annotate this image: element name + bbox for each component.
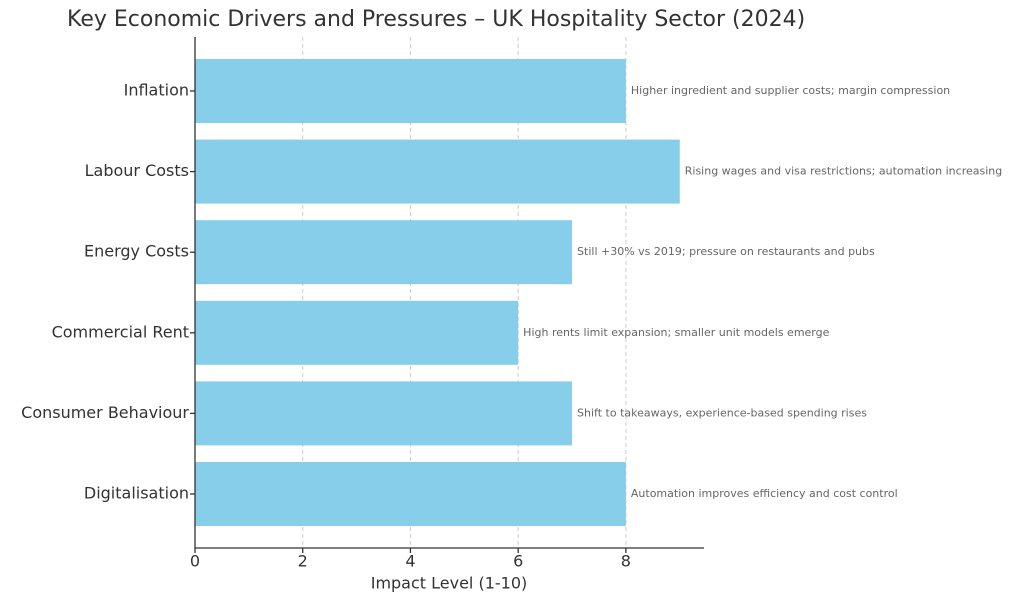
- x-axis-label: Impact Level (1-10): [371, 574, 528, 593]
- y-tick-label: Digitalisation: [84, 484, 189, 503]
- x-tick-label: 2: [298, 552, 308, 571]
- bar: [195, 300, 519, 365]
- bar: [195, 462, 626, 526]
- x-tick-label: 0: [190, 552, 200, 571]
- annotation: Automation improves efficiency and cost …: [631, 487, 898, 500]
- x-tick-label: 4: [405, 552, 415, 571]
- y-tick-label: Energy Costs: [84, 242, 189, 261]
- annotation: Rising wages and visa restrictions; auto…: [685, 165, 1003, 178]
- y-tick-label: Labour Costs: [85, 161, 189, 180]
- annotation: Still +30% vs 2019; pressure on restaura…: [577, 245, 875, 258]
- y-tick-label: Inflation: [124, 81, 189, 100]
- x-tick-label: 6: [513, 552, 523, 571]
- annotation: High rents limit expansion; smaller unit…: [523, 326, 829, 339]
- annotation: Shift to takeaways, experience-based spe…: [577, 406, 867, 419]
- bar: [195, 381, 573, 446]
- y-tick-label: Commercial Rent: [52, 322, 189, 341]
- y-tick-label: Consumer Behaviour: [21, 403, 189, 422]
- x-tick-label: 8: [621, 552, 631, 571]
- bar: [195, 139, 680, 204]
- chart-title: Key Economic Drivers and Pressures – UK …: [67, 7, 805, 32]
- annotation: Higher ingredient and supplier costs; ma…: [631, 84, 950, 97]
- bar: [195, 59, 626, 123]
- bar: [195, 220, 573, 285]
